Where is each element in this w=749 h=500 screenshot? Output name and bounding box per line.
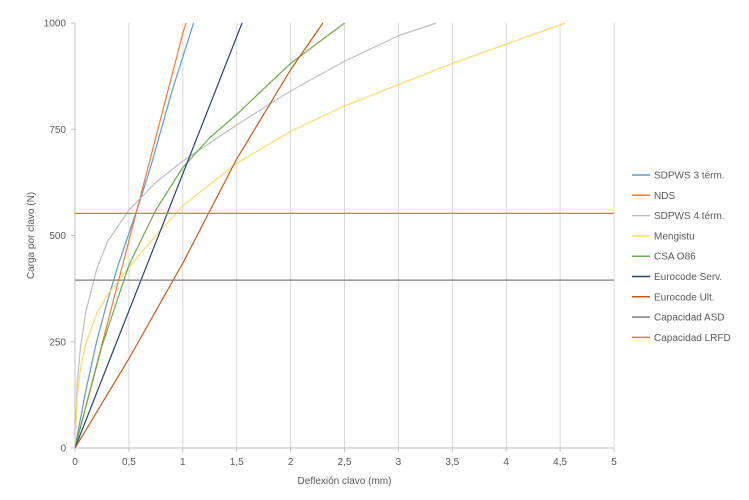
legend-label-eurocode-serv: Eurocode Serv. [654, 272, 722, 283]
legend-label-sdpws-3-term: SDPWS 3 térm. [654, 171, 725, 182]
series-line-sdpws-4-term [75, 22, 437, 448]
x-axis-title: Deflexión clavo (mm) [298, 476, 392, 487]
y-axis-title: Carga por clavo (N) [26, 192, 37, 279]
x-tick-label: 1,5 [230, 457, 244, 468]
legend-label-sdpws-4-term: SDPWS 4 térm. [654, 211, 725, 222]
series-line-eurocode-ult [75, 22, 324, 448]
y-tick-label: 250 [49, 337, 66, 348]
legend-label-nds: NDS [654, 191, 675, 202]
y-tick-label: 0 [60, 444, 66, 455]
x-tick-label: 5 [611, 457, 617, 468]
series-line-mengistu [75, 22, 566, 448]
x-tick-label: 4 [503, 457, 509, 468]
series-line-eurocode-serv [75, 22, 243, 448]
legend-label-mengistu: Mengistu [654, 231, 695, 242]
x-tick-label: 4,5 [553, 457, 567, 468]
series-line-sdpws-3-term [75, 22, 195, 448]
x-tick-label: 3 [396, 457, 402, 468]
series-line-nds [75, 22, 187, 448]
x-tick-label: 3,5 [445, 457, 459, 468]
legend-label-capacidad-lrfd: Capacidad LRFD [654, 333, 731, 344]
series-line-csa-o86 [75, 22, 345, 448]
x-tick-label: 2,5 [338, 457, 352, 468]
y-tick-label: 1000 [44, 19, 67, 30]
y-tick-label: 750 [49, 125, 66, 136]
x-tick-label: 0 [72, 457, 78, 468]
x-tick-label: 0,5 [122, 457, 136, 468]
y-tick-label: 500 [49, 231, 66, 242]
legend-label-csa-o86: CSA O86 [654, 252, 696, 263]
legend-label-capacidad-asd: Capacidad ASD [654, 313, 725, 324]
x-tick-label: 1 [180, 457, 186, 468]
x-tick-label: 2 [288, 457, 294, 468]
legend-label-eurocode-ult: Eurocode Ult. [654, 292, 715, 303]
